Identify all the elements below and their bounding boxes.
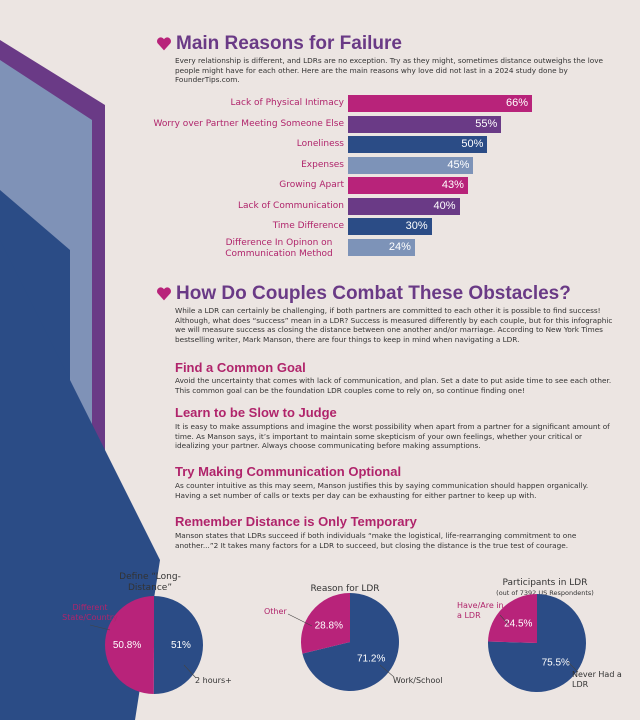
bar-value-label: 43% xyxy=(441,179,464,191)
bar-category-label: Time Difference xyxy=(272,221,344,231)
bar: 43% xyxy=(348,177,468,194)
bar: 50% xyxy=(348,136,488,153)
pie-title: Define “Long-Distance” xyxy=(95,572,205,594)
bar: 40% xyxy=(348,197,460,215)
tip-body: As counter intuitive as this may seem, M… xyxy=(175,481,589,500)
bar-category-label: Worry over Partner Meeting Someone Else xyxy=(153,118,345,129)
tip-body: Manson states that LDRs succeed if both … xyxy=(175,531,577,550)
bar-category-label: Difference In Opinon on Communication Me… xyxy=(225,237,333,259)
bar-category-label: Lack of Physical Intimacy xyxy=(230,98,344,108)
section-intro: Every relationship is different, and LDR… xyxy=(175,56,604,85)
heart-icon xyxy=(157,37,171,51)
bar: 45% xyxy=(348,156,474,174)
section-title-combat: How Do Couples Combat These Obstacles? xyxy=(156,283,571,305)
section-title-failure: Main Reasons for Failure xyxy=(156,33,402,55)
tip-body: It is easy to make assumptions and imagi… xyxy=(175,422,610,451)
tip-heading: Remember Distance is Only Temporary xyxy=(175,514,417,529)
bar-category-label: Lack of Communication xyxy=(237,200,344,211)
pie-legend-label: Have/Are in a LDR xyxy=(457,601,504,620)
pie-legend-label: Never Had a LDR xyxy=(572,670,622,689)
heart-icon xyxy=(157,287,171,301)
pie-subtitle: (out of 7392 US Respondents) xyxy=(496,589,594,597)
bar: 55% xyxy=(348,115,502,133)
bar-value-label: 66% xyxy=(505,97,528,109)
bar: 24% xyxy=(348,238,415,256)
pie-title-text: Define “Long-Distance” xyxy=(119,572,181,593)
tip-heading: Learn to be Slow to Judge xyxy=(175,405,337,420)
bar-value-label: 24% xyxy=(388,240,411,253)
bar-value-label: 50% xyxy=(461,138,484,150)
bar-value-label: 55% xyxy=(475,117,498,130)
pie-title: Participants in LDR (out of 7392 US Resp… xyxy=(470,578,620,597)
pie-legend-label: Other xyxy=(264,607,287,616)
pie-legend-label: Work/School xyxy=(393,676,443,685)
section-title-text: Main Reasons for Failure xyxy=(176,33,402,54)
tip-heading: Try Making Communication Optional xyxy=(175,464,402,479)
bar-category-label: Expenses xyxy=(301,159,344,170)
bar-category-label: Loneliness xyxy=(296,139,344,149)
pie-legend-label: Different State/Country xyxy=(62,603,118,622)
tip-heading: Find a Common Goal xyxy=(175,360,306,375)
pie-title-text: Participants in LDR xyxy=(502,578,588,588)
bar-value-label: 40% xyxy=(433,199,456,212)
pie-title: Reason for LDR xyxy=(310,584,380,594)
pie-legend-label: 2 hours+ xyxy=(195,676,232,685)
bar-value-label: 30% xyxy=(405,220,428,232)
tip-body: Avoid the uncertainty that comes with la… xyxy=(175,376,612,395)
section-title-text: How Do Couples Combat These Obstacles? xyxy=(176,283,571,304)
bar-category-label: Growing Apart xyxy=(279,180,344,190)
bar: 30% xyxy=(348,218,432,235)
bar-value-label: 45% xyxy=(447,158,470,171)
section-intro: While a LDR can certainly be challenging… xyxy=(175,306,613,344)
bar: 66% xyxy=(348,95,532,112)
